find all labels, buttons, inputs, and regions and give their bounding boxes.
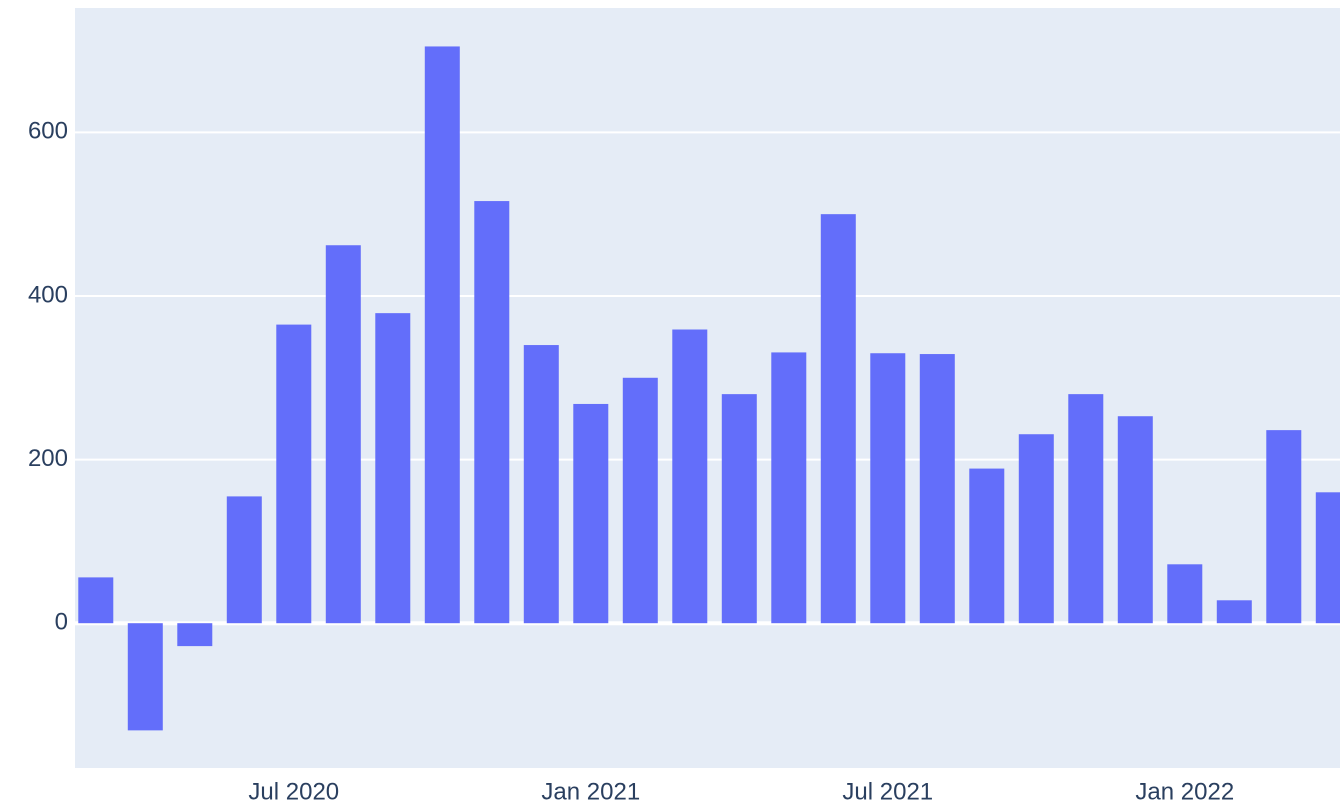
bar	[919, 354, 955, 624]
bar	[78, 577, 114, 624]
bar	[325, 245, 361, 624]
bar	[1315, 492, 1340, 624]
bar	[721, 394, 757, 624]
bar	[1068, 394, 1104, 624]
x-tick-label: Jan 2022	[1135, 778, 1234, 805]
bar	[276, 324, 312, 624]
bar	[424, 46, 460, 624]
bar	[771, 352, 807, 624]
bar	[969, 468, 1005, 624]
bar	[177, 623, 213, 647]
bar	[672, 329, 708, 624]
y-tick-label: 200	[28, 445, 68, 472]
bar	[523, 345, 559, 624]
bar	[870, 353, 906, 624]
plot-background	[75, 8, 1340, 768]
bar	[1167, 564, 1203, 624]
bar	[127, 623, 163, 731]
x-tick-label: Jul 2021	[842, 778, 933, 805]
y-tick-label: 600	[28, 118, 68, 145]
bar	[573, 403, 609, 624]
x-tick-label: Jan 2021	[541, 778, 640, 805]
bar	[1216, 600, 1252, 624]
bar	[226, 496, 262, 624]
bar	[1117, 416, 1153, 624]
bar	[1266, 430, 1302, 624]
bar	[1018, 434, 1054, 624]
y-tick-label: 400	[28, 281, 68, 308]
y-tick-label: 0	[55, 609, 68, 636]
bar	[375, 313, 411, 624]
bar	[820, 214, 856, 624]
bar	[622, 377, 658, 624]
bar	[474, 201, 510, 624]
x-tick-label: Jul 2020	[248, 778, 339, 805]
